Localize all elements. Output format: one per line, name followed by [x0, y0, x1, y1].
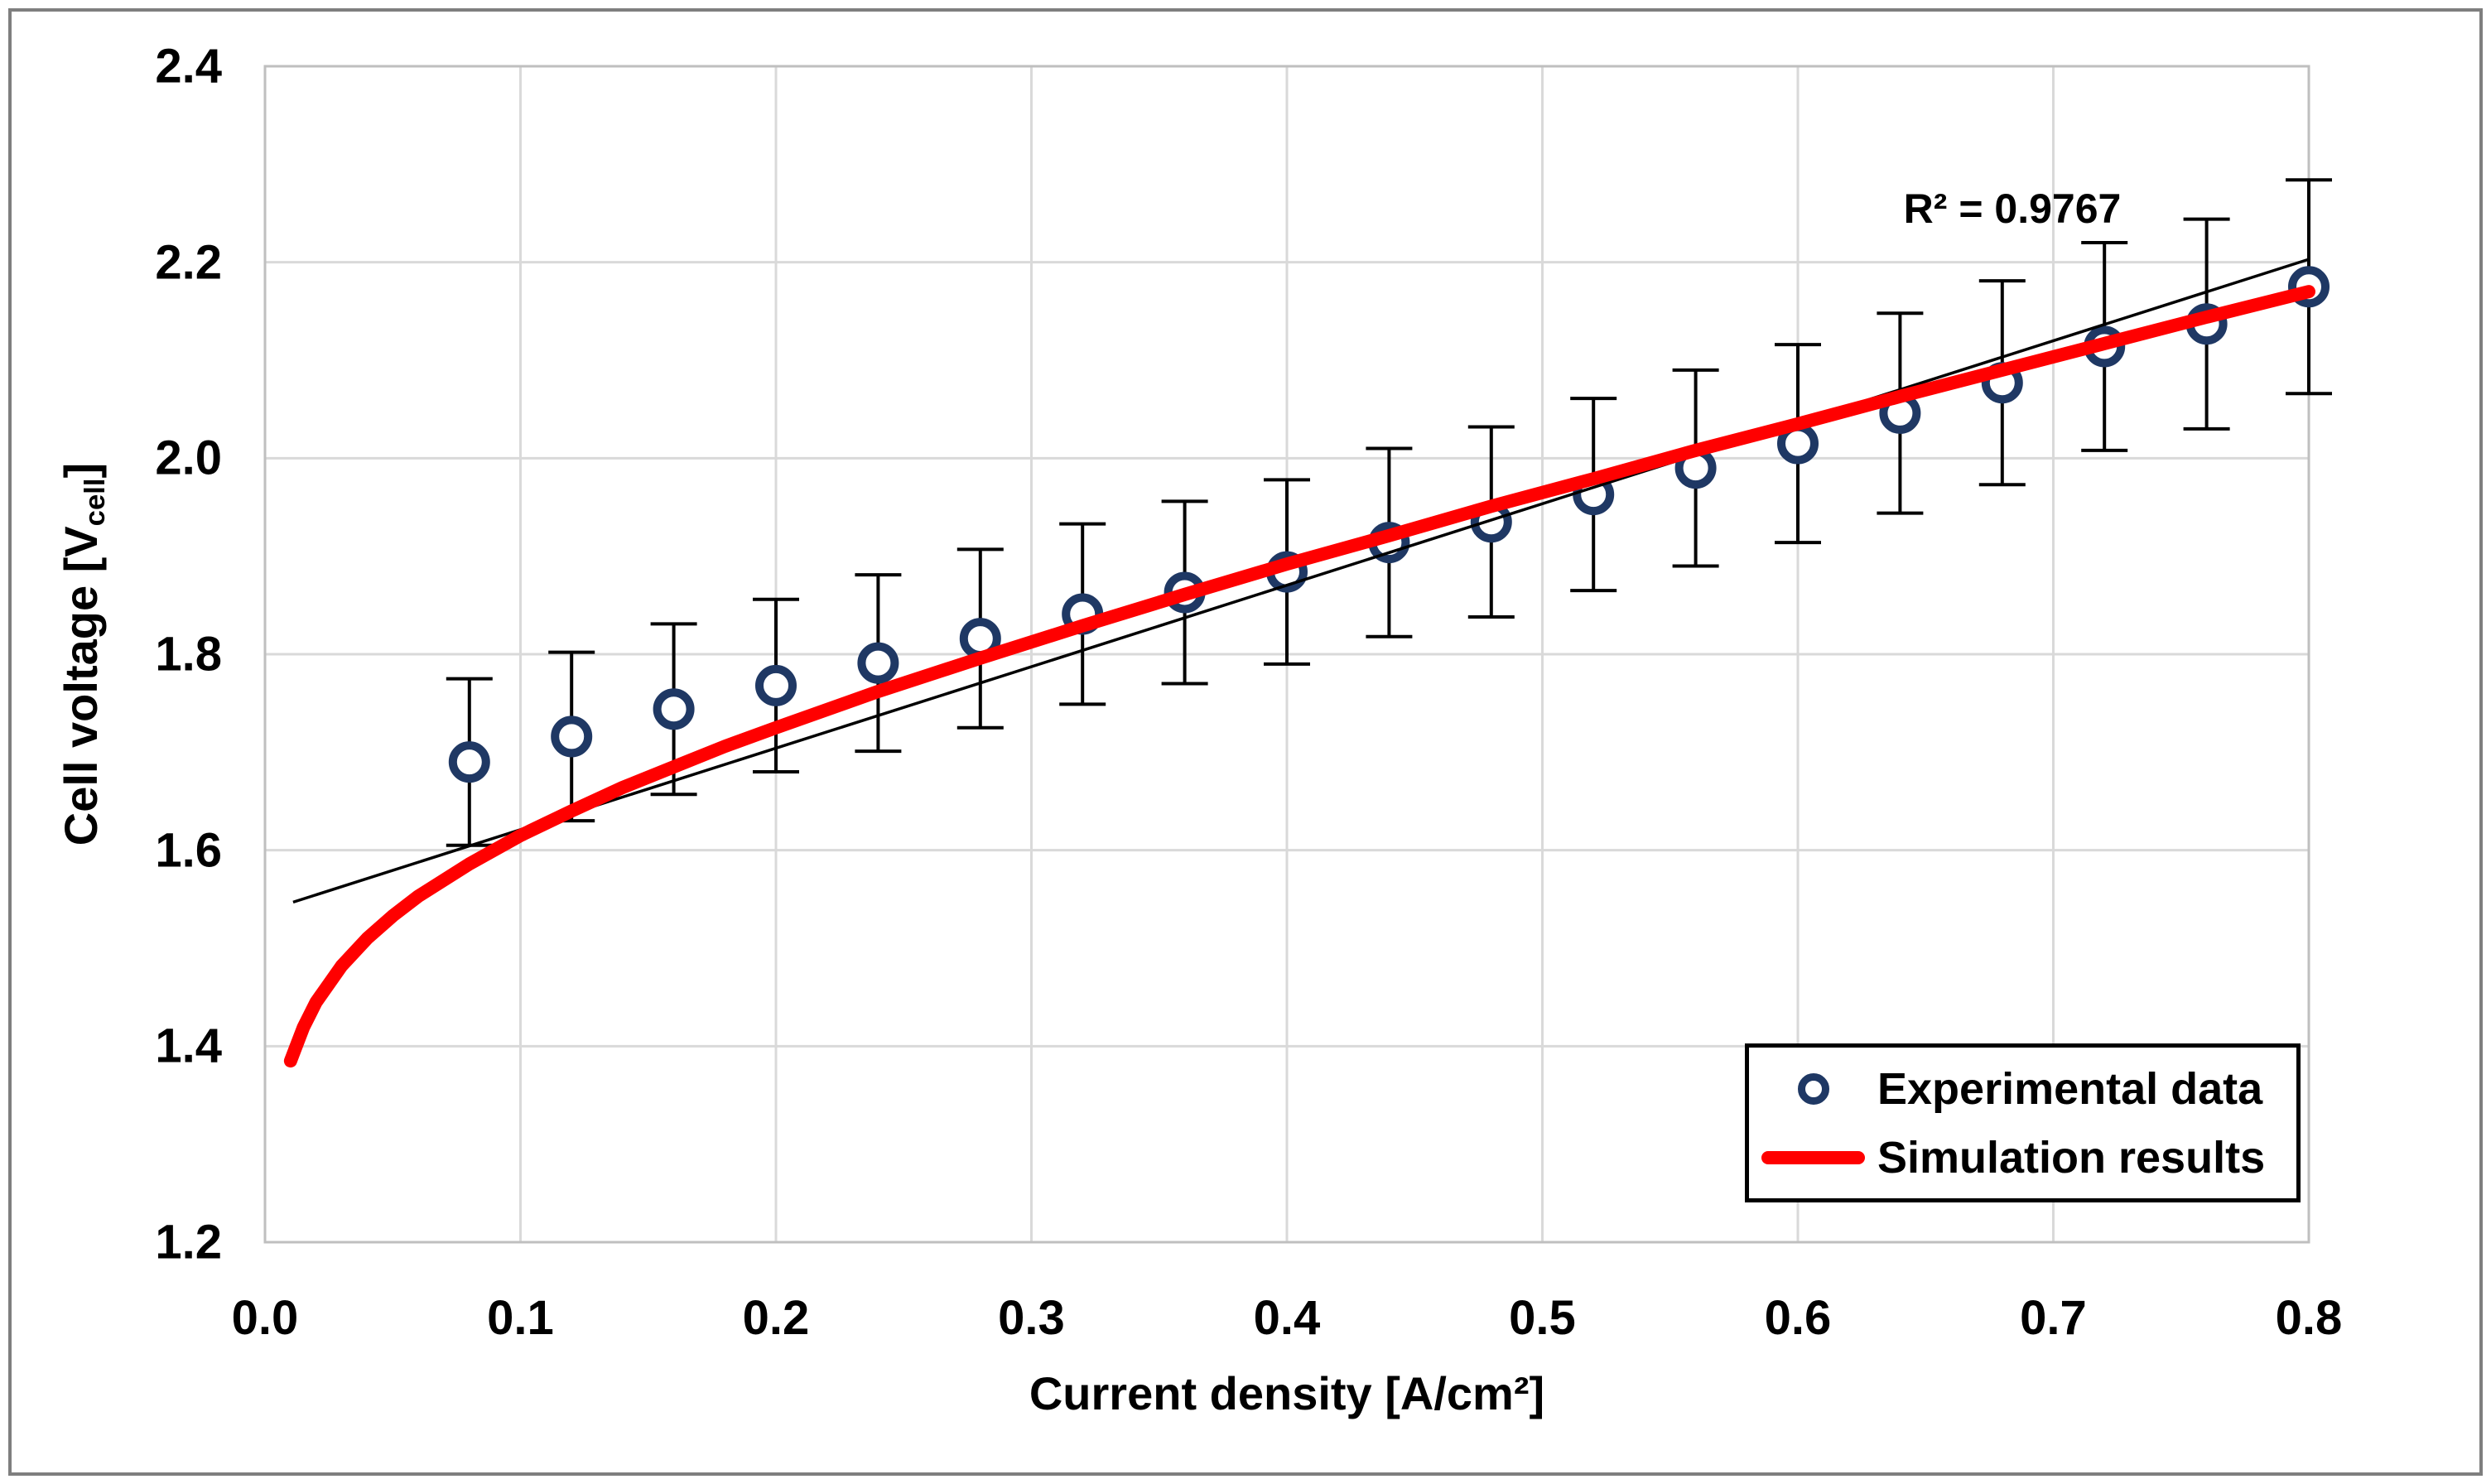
legend-label-simulation: Simulation results	[1877, 1132, 2266, 1183]
x-tick-label: 0.2	[742, 1291, 810, 1345]
x-axis-title: Current density [A/cm²]	[1029, 1367, 1545, 1419]
x-tick-label: 0.4	[1253, 1291, 1321, 1345]
legend-entry-experimental: Experimental data	[1749, 1063, 2296, 1115]
simulation-line	[283, 285, 2315, 1068]
legend: Experimental data Simulation results	[1745, 1043, 2301, 1202]
y-tick-label: 2.2	[155, 235, 222, 290]
y-tick-label: 1.6	[155, 823, 222, 878]
r-squared-annotation: R² = 0.9767	[1903, 186, 2122, 232]
legend-entry-simulation: Simulation results	[1749, 1132, 2296, 1183]
red-line-marker-icon	[1761, 1150, 1865, 1164]
figure-border	[8, 8, 2483, 1476]
y-tick-label: 1.8	[155, 627, 222, 682]
data-point	[653, 688, 695, 730]
data-point	[755, 664, 797, 706]
y-tick-label: 2.4	[155, 39, 222, 94]
x-tick-label: 0.5	[1509, 1291, 1576, 1345]
legend-marker-cell	[1749, 1150, 1877, 1164]
y-axis-title-subscript: cell	[79, 478, 111, 527]
y-tick-label: 2.0	[155, 431, 222, 485]
data-point	[448, 741, 490, 783]
data-point	[551, 716, 593, 758]
x-tick-label: 0.1	[487, 1291, 554, 1345]
plot-area-border	[263, 65, 2310, 1244]
x-tick-label: 0.3	[998, 1291, 1065, 1345]
x-tick-label: 0.8	[2275, 1291, 2343, 1345]
legend-marker-cell	[1749, 1072, 1877, 1105]
trendline	[292, 258, 2310, 904]
x-tick-label: 0.6	[1764, 1291, 1832, 1345]
y-axis-title-main: Cell voltage [V	[55, 526, 108, 846]
open-circle-marker-icon	[1797, 1072, 1829, 1105]
y-tick-label: 1.2	[155, 1215, 222, 1270]
x-tick-label: 0.0	[231, 1291, 299, 1345]
y-tick-label: 1.4	[155, 1019, 222, 1073]
data-point	[857, 642, 899, 684]
x-tick-label: 0.7	[2020, 1291, 2087, 1345]
y-axis-title-end: ]	[55, 462, 108, 479]
legend-label-experimental: Experimental data	[1877, 1063, 2263, 1114]
